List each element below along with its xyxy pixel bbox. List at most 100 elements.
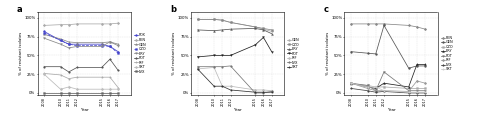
GEN: [268, 31, 274, 32]
Line: CZO: CZO: [43, 32, 119, 54]
Line: ERY: ERY: [43, 37, 119, 49]
ERY: [115, 45, 121, 46]
FOT: [252, 44, 258, 46]
Legend: GEN, CZO, ERY, FOT, RIF, LVX, SXT: GEN, CZO, ERY, FOT, RIF, LVX, SXT: [286, 38, 300, 69]
LVX: [41, 92, 47, 94]
Line: RIF: RIF: [196, 67, 272, 92]
PEN: [41, 25, 47, 26]
ERY: [252, 28, 258, 29]
PEN: [422, 28, 428, 30]
Line: LVX: LVX: [196, 65, 272, 94]
ERY: [107, 41, 113, 43]
Line: CZO: CZO: [350, 83, 426, 89]
ERY: [406, 86, 411, 88]
Line: GEN: GEN: [196, 18, 272, 32]
SXT: [252, 92, 258, 93]
FOX: [115, 51, 121, 52]
Line: GEN: GEN: [43, 34, 119, 45]
FOT: [194, 56, 200, 58]
GEN: [381, 25, 387, 26]
LVX: [58, 92, 64, 94]
CZO: [252, 26, 258, 28]
CZO: [414, 88, 420, 89]
ERY: [74, 46, 80, 47]
CZO: [66, 43, 72, 45]
SXT: [98, 89, 104, 90]
GEN: [107, 41, 113, 43]
X-axis label: Year: Year: [80, 108, 88, 112]
CZO: [58, 40, 64, 41]
PEN: [58, 24, 64, 25]
SXT: [260, 92, 266, 93]
PEN: [373, 23, 379, 25]
SXT: [422, 92, 428, 93]
SXT: [58, 89, 64, 90]
Line: ERY: ERY: [350, 64, 426, 89]
ERY: [381, 82, 387, 84]
RIF: [260, 89, 266, 91]
CZO: [228, 22, 234, 23]
LVX: [194, 66, 200, 67]
CZO: [422, 88, 428, 89]
X-axis label: Year: Year: [386, 108, 396, 112]
PEN: [74, 23, 80, 25]
PEN: [98, 23, 104, 25]
FOT: [220, 55, 226, 56]
LVX: [228, 65, 234, 67]
SXT: [414, 92, 420, 93]
LVX: [348, 88, 354, 89]
GEN: [41, 34, 47, 35]
PEN: [381, 23, 387, 25]
FOT: [41, 66, 47, 67]
ERY: [66, 47, 72, 49]
SXT: [66, 86, 72, 88]
RIF: [107, 77, 113, 78]
FOT: [66, 71, 72, 73]
SXT: [115, 89, 121, 90]
Y-axis label: % of resistant isolates: % of resistant isolates: [326, 32, 330, 75]
SXT: [364, 86, 370, 88]
RIF: [115, 87, 121, 88]
CZO: [74, 45, 80, 46]
Line: SXT: SXT: [196, 68, 272, 93]
ERY: [364, 86, 370, 88]
SXT: [107, 89, 113, 90]
ERY: [228, 28, 234, 30]
SXT: [406, 92, 411, 93]
FOT: [406, 90, 411, 91]
SXT: [373, 86, 379, 88]
FOX: [98, 43, 104, 45]
Line: FOT: FOT: [43, 58, 119, 73]
GEN: [422, 65, 428, 67]
RIF: [98, 77, 104, 78]
CZO: [211, 19, 217, 20]
SXT: [228, 89, 234, 91]
GEN: [66, 41, 72, 43]
FOT: [211, 55, 217, 56]
FOT: [422, 90, 428, 91]
RIF: [406, 91, 411, 92]
SXT: [268, 92, 274, 93]
FOT: [260, 37, 266, 38]
FOT: [228, 55, 234, 56]
SXT: [381, 90, 387, 91]
FOT: [381, 71, 387, 73]
RIF: [381, 90, 387, 91]
CZO: [364, 85, 370, 86]
RIF: [252, 89, 258, 91]
LVX: [373, 92, 379, 93]
GEN: [194, 19, 200, 20]
FOT: [373, 90, 379, 91]
ERY: [211, 30, 217, 31]
CZO: [406, 88, 411, 89]
X-axis label: Year: Year: [233, 108, 242, 112]
RIF: [41, 73, 47, 74]
LVX: [66, 92, 72, 94]
ERY: [260, 29, 266, 31]
CZO: [268, 29, 274, 31]
Line: PEN: PEN: [350, 23, 426, 30]
RIF: [414, 80, 420, 82]
ERY: [58, 43, 64, 45]
LVX: [211, 66, 217, 67]
LVX: [268, 91, 274, 92]
